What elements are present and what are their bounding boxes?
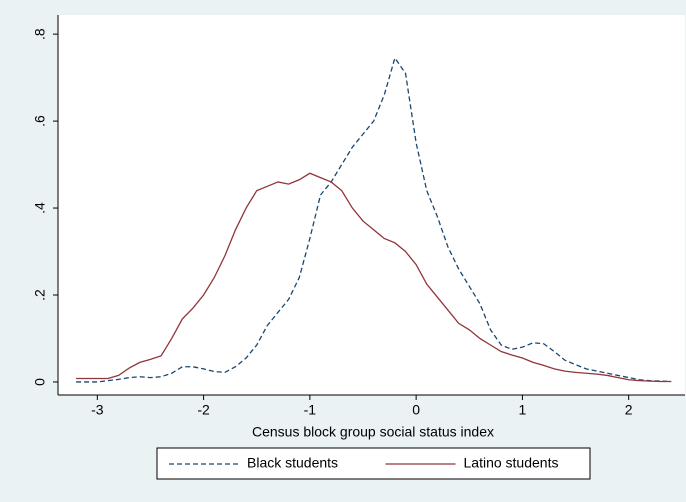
legend-box [156, 447, 591, 480]
y-tick-label: .8 [32, 28, 48, 40]
x-axis-label: Census block group social status index [252, 424, 494, 440]
x-tick-label: -3 [91, 402, 104, 418]
y-tick-label: .2 [32, 289, 48, 301]
legend: Black students Latino students [156, 447, 591, 480]
legend-label: Latino students [464, 455, 559, 471]
y-tick-label: 0 [32, 378, 48, 386]
x-tick-label: 2 [625, 402, 633, 418]
y-tick-label: .6 [32, 115, 48, 127]
x-tick-label: 0 [412, 402, 420, 418]
plot-area [58, 15, 685, 395]
x-tick-label: 1 [519, 402, 527, 418]
y-tick-label: .4 [32, 202, 48, 214]
x-tick-label: -2 [197, 402, 210, 418]
series-line [76, 172, 672, 383]
x-tick-label: -1 [304, 402, 317, 418]
legend-label: Black students [247, 455, 338, 471]
series-line [76, 56, 672, 383]
